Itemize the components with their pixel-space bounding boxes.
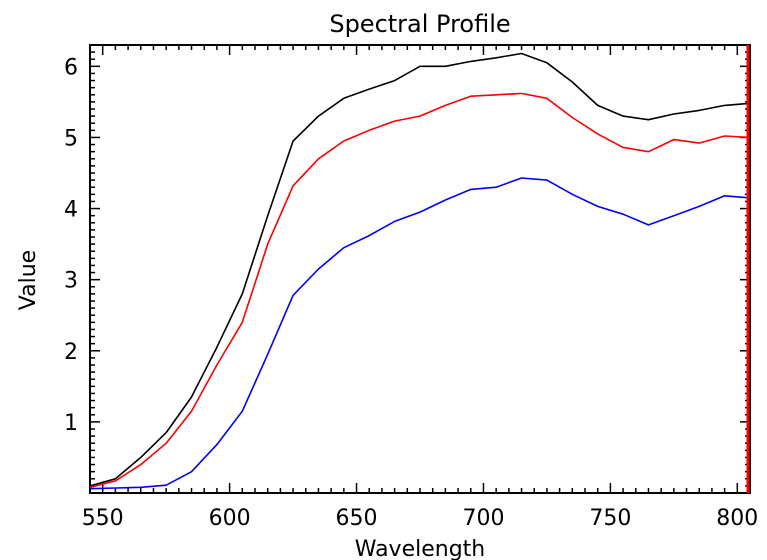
plot-area: 550 600 650 700 750 800 1 2 3 4 5 6 <box>64 44 758 531</box>
x-tick-label: 750 <box>589 506 631 531</box>
x-tick-label: 550 <box>82 506 124 531</box>
x-axis-title: Wavelength <box>355 537 486 560</box>
x-tick-label: 600 <box>209 506 251 531</box>
series-line-2 <box>89 92 751 489</box>
y-tick-label: 4 <box>64 198 78 223</box>
y-tick-label: 2 <box>64 340 78 365</box>
x-tick-label: 800 <box>716 506 758 531</box>
series-line-3 <box>89 177 751 490</box>
y-tick-label: 5 <box>64 126 78 151</box>
y-tick-label: 3 <box>64 269 78 294</box>
y-axis-ticks: 1 2 3 4 5 6 <box>64 44 750 494</box>
x-axis-ticks: 550 600 650 700 750 800 <box>82 45 758 531</box>
plot-frame <box>89 44 751 494</box>
y-axis-title: Value <box>16 250 41 310</box>
x-tick-label: 700 <box>462 506 504 531</box>
chart-title: Spectral Profile <box>329 10 510 38</box>
y-tick-label: 1 <box>64 411 78 436</box>
series-lines <box>89 52 751 490</box>
x-tick-label: 650 <box>336 506 378 531</box>
y-tick-label: 6 <box>64 55 78 80</box>
series-line-1 <box>89 52 751 487</box>
